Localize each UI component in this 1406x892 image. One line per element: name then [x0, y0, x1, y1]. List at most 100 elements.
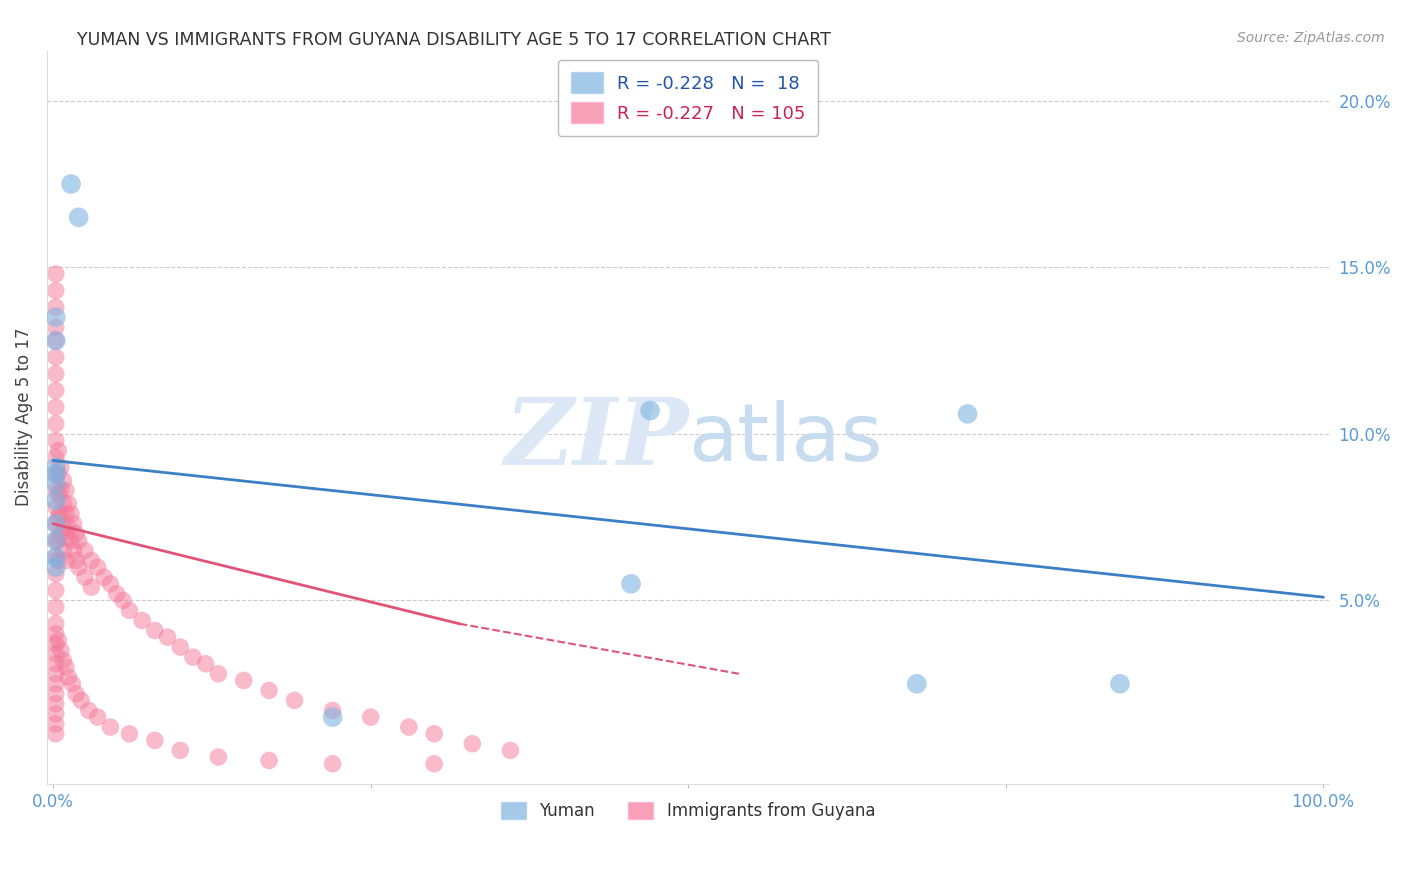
Point — [45, 367, 67, 381]
Point — [60, 677, 83, 691]
Point — [112, 593, 135, 607]
Point — [45, 706, 67, 721]
Point — [45, 460, 67, 475]
Point — [45, 267, 67, 281]
Point — [194, 657, 217, 671]
Point — [55, 530, 77, 544]
Point — [65, 553, 87, 567]
Point — [169, 743, 191, 757]
Text: Source: ZipAtlas.com: Source: ZipAtlas.com — [1237, 31, 1385, 45]
Point — [45, 550, 67, 565]
Point — [45, 533, 67, 548]
Point — [45, 727, 67, 741]
Point — [118, 603, 141, 617]
Point — [45, 334, 67, 348]
Point — [207, 666, 229, 681]
Point — [45, 450, 67, 465]
Point — [77, 703, 100, 717]
Point — [398, 720, 420, 734]
Point — [55, 553, 77, 567]
Point — [45, 467, 67, 481]
Point — [46, 510, 69, 524]
Point — [100, 576, 122, 591]
Point — [67, 560, 90, 574]
Point — [52, 520, 75, 534]
Point — [620, 576, 643, 591]
Point — [55, 660, 77, 674]
Point — [423, 756, 446, 771]
Point — [58, 670, 80, 684]
Point — [80, 580, 103, 594]
Point — [45, 476, 67, 491]
Point — [45, 687, 67, 701]
Point — [143, 624, 166, 638]
Point — [65, 526, 87, 541]
Point — [60, 177, 83, 191]
Point — [45, 516, 67, 531]
Point — [181, 650, 204, 665]
Point — [45, 334, 67, 348]
Point — [118, 727, 141, 741]
Point — [322, 703, 344, 717]
Point — [73, 543, 96, 558]
Point — [322, 756, 344, 771]
Y-axis label: Disability Age 5 to 17: Disability Age 5 to 17 — [15, 328, 32, 507]
Point — [45, 583, 67, 598]
Point — [45, 300, 67, 314]
Point — [86, 560, 108, 574]
Point — [58, 520, 80, 534]
Point — [169, 640, 191, 654]
Point — [46, 467, 69, 481]
Point — [257, 753, 280, 767]
Point — [360, 710, 382, 724]
Point — [45, 284, 67, 298]
Point — [423, 727, 446, 741]
Text: ZIP: ZIP — [503, 394, 688, 484]
Legend: Yuman, Immigrants from Guyana: Yuman, Immigrants from Guyana — [495, 795, 882, 827]
Point — [207, 750, 229, 764]
Point — [45, 493, 67, 508]
Point — [638, 403, 661, 417]
Point — [93, 570, 115, 584]
Point — [1109, 677, 1132, 691]
Point — [45, 616, 67, 631]
Point — [232, 673, 254, 688]
Point — [499, 743, 522, 757]
Point — [52, 497, 75, 511]
Point — [55, 483, 77, 498]
Point — [46, 443, 69, 458]
Point — [62, 516, 84, 531]
Point — [45, 550, 67, 565]
Point — [905, 677, 928, 691]
Point — [52, 653, 75, 667]
Point — [45, 647, 67, 661]
Point — [45, 467, 67, 481]
Point — [45, 401, 67, 415]
Point — [45, 560, 67, 574]
Point — [100, 720, 122, 734]
Point — [45, 716, 67, 731]
Point — [257, 683, 280, 698]
Point — [49, 643, 72, 657]
Point — [49, 460, 72, 475]
Point — [60, 533, 83, 548]
Point — [45, 566, 67, 581]
Point — [49, 483, 72, 498]
Point — [45, 533, 67, 548]
Point — [45, 310, 67, 325]
Point — [45, 417, 67, 431]
Point — [45, 657, 67, 671]
Point — [143, 733, 166, 747]
Point — [67, 211, 90, 225]
Point — [956, 407, 979, 421]
Point — [131, 614, 153, 628]
Point — [45, 350, 67, 364]
Point — [46, 487, 69, 501]
Point — [46, 533, 69, 548]
Point — [46, 633, 69, 648]
Point — [45, 637, 67, 651]
Point — [73, 570, 96, 584]
Point — [105, 587, 128, 601]
Point — [62, 543, 84, 558]
Point — [86, 710, 108, 724]
